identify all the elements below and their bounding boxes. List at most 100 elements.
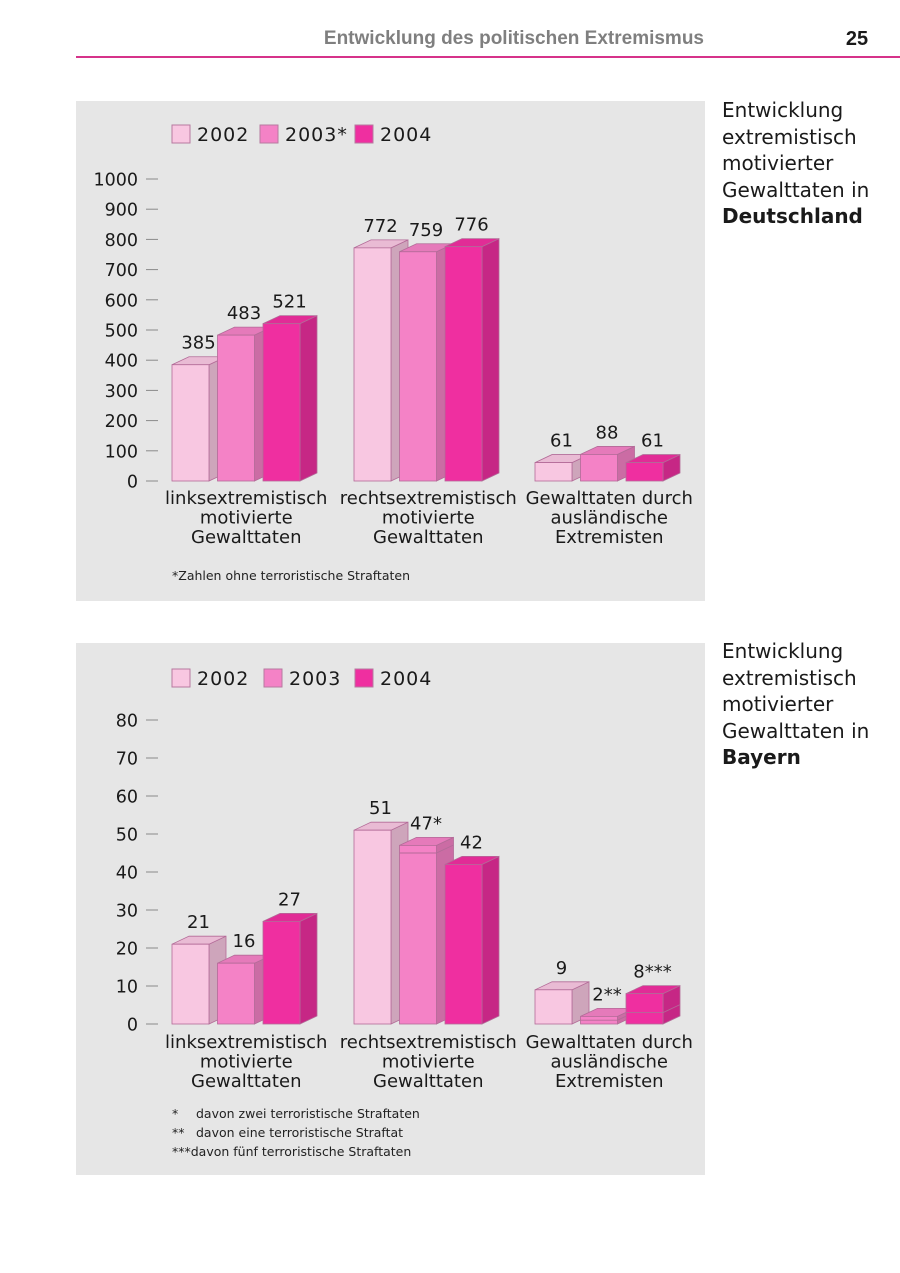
y-tick-label: 60	[116, 788, 138, 808]
category-label: motivierte	[200, 1052, 293, 1073]
data-label: 47*	[410, 813, 442, 834]
y-tick-label: 0	[127, 1016, 138, 1036]
category-label: Gewalttaten	[191, 527, 301, 548]
bar-front	[399, 844, 437, 1025]
caption-bayern: Entwicklung extremistisch motivierter Ge…	[722, 638, 897, 771]
footnote-text: davon zwei terroristische Straftaten	[196, 1106, 420, 1121]
bar-front	[171, 364, 210, 482]
y-tick-label: 500	[105, 322, 138, 342]
legend-swatch-2004	[354, 124, 374, 144]
y-tick-label: 400	[105, 352, 138, 372]
caption-line: extremistisch	[722, 665, 857, 690]
footnote-text: *Zahlen ohne terroristische Straftaten	[172, 568, 410, 583]
bar-front	[171, 943, 210, 1025]
y-tick-label: 30	[116, 902, 138, 922]
bar-front	[217, 962, 255, 1025]
caption-region: Bayern	[722, 745, 801, 769]
page-header-title: Entwicklung des politischen Extremismus	[323, 28, 704, 49]
footnote: *Zahlen ohne terroristische Straftaten	[172, 566, 410, 585]
bar-front	[444, 863, 483, 1025]
bar-front	[262, 920, 301, 1025]
y-tick-label: 80	[116, 712, 138, 732]
bar-front	[399, 251, 437, 482]
y-tick-label: 800	[105, 231, 138, 251]
data-label: 16	[233, 931, 256, 952]
category-label: motivierte	[200, 508, 293, 529]
y-tick-label: 600	[105, 291, 138, 311]
data-label: 21	[187, 912, 210, 933]
y-tick-label: 40	[116, 864, 138, 884]
y-tick-label: 300	[105, 382, 138, 402]
caption-line: Entwicklung	[722, 639, 844, 663]
legend-label: 2004	[380, 124, 432, 146]
footnote-text: davon fünf terroristische Straftaten	[190, 1144, 412, 1159]
category-label: Extremisten	[555, 1071, 664, 1092]
bar-side	[299, 315, 318, 482]
bar-2002-group-3	[534, 981, 590, 1025]
legend-swatch-2002	[171, 124, 191, 144]
data-label: 772	[363, 216, 397, 237]
legend-swatch-2003	[263, 668, 283, 688]
category-label: linksextremistisch	[165, 1032, 327, 1053]
category-label: Gewalttaten durch	[526, 1032, 693, 1053]
bar-side	[481, 855, 500, 1025]
data-label: 483	[227, 303, 261, 324]
chart-deutschland: 2002 2003* 2004 0 100 200 300 400 500 600 700 800 90…	[93, 124, 693, 548]
bar-2004-group-3	[625, 984, 681, 1025]
legend-label: 2002	[197, 668, 249, 690]
chart-panel-deutschland: 2002 2003* 2004 0 100 200 300 400 500 600 700 800 90…	[76, 101, 705, 601]
data-label: 88	[596, 422, 619, 443]
bar-front	[262, 323, 301, 482]
legend-label: 2004	[380, 668, 432, 690]
footnote-mark: ***	[172, 1144, 191, 1159]
caption-deutschland: Entwicklung extremistisch motivierter Ge…	[722, 97, 897, 230]
caption-line: Gewalttaten in	[722, 177, 870, 202]
y-tick-label: 700	[105, 261, 138, 281]
category-label: rechtsextremistisch	[340, 1032, 517, 1053]
legend-swatch-2002	[171, 668, 191, 688]
caption-line: Gewalttaten in	[722, 718, 870, 743]
data-label: 61	[641, 431, 664, 452]
footnote: * davon zwei terroristische Straftaten	[172, 1104, 420, 1123]
data-label: 42	[460, 832, 483, 853]
data-label: 51	[369, 798, 392, 819]
caption-line: extremistisch	[722, 124, 857, 149]
bar-2004-group-1	[262, 315, 318, 482]
legend-swatch-2004	[354, 668, 374, 688]
y-tick-label: 10	[116, 978, 138, 998]
category-label: linksextremistisch	[165, 488, 327, 509]
bar-2004-group-2	[444, 238, 500, 482]
data-label: 61	[550, 431, 573, 452]
category-label: Gewalttaten	[191, 1071, 301, 1092]
y-tick-label: 900	[105, 201, 138, 221]
bar-front	[353, 247, 392, 482]
footnote: ** davon eine terroristische Straftat	[172, 1123, 420, 1142]
footnotes-deutschland: *Zahlen ohne terroristische Straftaten	[172, 566, 410, 585]
data-label: 9	[556, 958, 567, 979]
legend-label: 2003	[289, 668, 341, 690]
bar-2004-group-3	[625, 453, 681, 482]
legend-swatch-2003	[259, 124, 279, 144]
data-label: 2**	[592, 984, 621, 1005]
category-label: Gewalttaten durch	[526, 488, 693, 509]
data-label: 776	[454, 215, 488, 236]
data-label: 759	[409, 220, 443, 241]
bar-front	[353, 829, 392, 1025]
bar-segment-divider	[662, 1004, 681, 1014]
y-tick-label: 1000	[93, 171, 138, 191]
legend-label: 2003*	[285, 124, 348, 146]
bar-front	[444, 246, 483, 482]
caption-line: motivierter	[722, 151, 834, 175]
category-label: Gewalttaten	[373, 527, 483, 548]
category-label: motivierte	[382, 1052, 475, 1073]
bar-segment-divider	[436, 844, 454, 854]
category-label: motivierte	[382, 508, 475, 529]
caption-line: Entwicklung	[722, 98, 844, 122]
data-label: 521	[272, 292, 306, 313]
bar-front	[625, 993, 664, 1025]
footnote-text: davon eine terroristische Straftat	[196, 1125, 404, 1140]
bar-2004-group-2	[444, 855, 500, 1025]
y-tick-label: 0	[127, 473, 138, 493]
category-label: Extremisten	[555, 527, 664, 548]
bar-front	[625, 462, 664, 482]
